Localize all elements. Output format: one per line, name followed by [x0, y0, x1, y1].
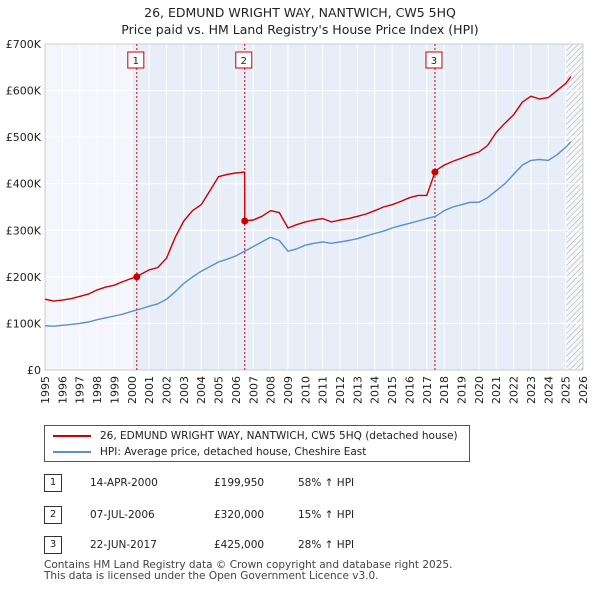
x-tick-label: 2016	[403, 376, 416, 404]
x-tick-label: 2017	[421, 376, 434, 404]
sale-hpi-change: 28% ↑ HPI	[298, 539, 355, 551]
x-tick-label: 2020	[473, 376, 486, 404]
x-tick-label: 2004	[195, 376, 208, 404]
sale-price: £320,000	[214, 509, 265, 521]
sale-label: 3	[431, 56, 437, 67]
sale-date: 14-APR-2000	[90, 477, 158, 489]
legend-item-hpi: HPI: Average price, detached house, Ches…	[53, 445, 366, 459]
hpi-series-line	[44, 141, 572, 327]
chart-legend: 26, EDMUND WRIGHT WAY, NANTWICH, CW5 5HQ…	[44, 425, 470, 462]
x-tick-label: 2000	[126, 376, 139, 404]
x-tick-label: 2013	[351, 376, 364, 404]
sale-number-badge: 2	[44, 506, 62, 524]
x-tick-label: 2002	[160, 376, 173, 404]
x-tick-label: 2008	[265, 376, 278, 404]
plot-frame	[44, 43, 584, 371]
x-tick-label: 2014	[369, 376, 382, 404]
price-chart: £0 £100K £200K £300K £400K £500K £600K £700K 199…	[6, 38, 590, 404]
x-tick-label: 2012	[334, 376, 347, 404]
sale-label-box	[127, 51, 145, 69]
x-tick-label: 2026	[577, 376, 590, 404]
x-tick-label: 2023	[525, 376, 538, 404]
sale-label-box	[425, 51, 443, 69]
y-tick-label: £200K	[6, 271, 42, 284]
y-tick-label: £300K	[6, 224, 42, 237]
sale-date: 22-JUN-2017	[90, 539, 157, 551]
y-tick-label: £600K	[6, 85, 42, 98]
x-tick-label: 2005	[213, 376, 226, 404]
x-tick-label: 2007	[247, 376, 260, 404]
shaded-region	[131, 44, 566, 370]
x-tick-label: 2001	[143, 376, 156, 404]
footer-line-2: This data is licensed under the Open Gov…	[44, 570, 379, 582]
x-tick-label: 1997	[74, 376, 87, 404]
x-tick-label: 1995	[39, 376, 52, 404]
legend-item-price: 26, EDMUND WRIGHT WAY, NANTWICH, CW5 5HQ…	[53, 429, 458, 443]
x-tick-label: 2011	[317, 376, 330, 404]
chart-subtitle: Price paid vs. HM Land Registry's House …	[121, 22, 479, 37]
y-tick-label: £100K	[6, 317, 42, 330]
sale-price: £199,950	[214, 477, 265, 489]
x-tick-label: 2009	[282, 376, 295, 404]
footer-line-1: Contains HM Land Registry data © Crown c…	[44, 559, 453, 571]
x-tick-label: 2006	[230, 376, 243, 404]
legend-label-price: 26, EDMUND WRIGHT WAY, NANTWICH, CW5 5HQ…	[100, 430, 458, 442]
sale-label: 1	[133, 56, 139, 67]
sale-price: £425,000	[214, 539, 265, 551]
x-tick-label: 2024	[542, 376, 555, 404]
y-tick-label: £500K	[6, 131, 42, 144]
sale-label-box	[235, 51, 253, 69]
x-tick-label: 2019	[456, 376, 469, 404]
legend-swatch-hpi	[53, 451, 91, 453]
x-tick-label: 1998	[91, 376, 104, 404]
y-tick-label: £700K	[6, 38, 42, 51]
x-tick-label: 2003	[178, 376, 191, 404]
x-tick-label: 2022	[508, 376, 521, 404]
chart-title: 26, EDMUND WRIGHT WAY, NANTWICH, CW5 5HQ	[144, 5, 456, 20]
sale-label: 2	[241, 56, 247, 67]
x-tick-label: 2021	[490, 376, 503, 404]
legend-swatch-price	[53, 435, 91, 437]
x-tick-label: 2018	[438, 376, 451, 404]
sale-number-badge: 1	[44, 474, 62, 492]
sale-point	[241, 217, 249, 225]
y-tick-label: £0	[27, 364, 41, 377]
sale-number-badge: 3	[44, 536, 62, 554]
sale-date: 07-JUL-2006	[90, 509, 155, 521]
sale-hpi-change: 58% ↑ HPI	[298, 477, 355, 489]
x-tick-label: 2025	[560, 376, 573, 404]
sale-point	[133, 273, 141, 281]
footer-attribution: Contains HM Land Registry data © Crown c…	[44, 560, 452, 582]
hatched-region	[565, 44, 583, 370]
y-tick-label: £400K	[6, 178, 42, 191]
x-tick-label: 2015	[386, 376, 399, 404]
sale-point	[431, 168, 439, 176]
x-tick-label: 1996	[56, 376, 69, 404]
x-tick-label: 2010	[299, 376, 312, 404]
x-tick-label: 1999	[108, 376, 121, 404]
sale-hpi-change: 15% ↑ HPI	[298, 509, 355, 521]
legend-label-hpi: HPI: Average price, detached house, Ches…	[100, 446, 367, 458]
